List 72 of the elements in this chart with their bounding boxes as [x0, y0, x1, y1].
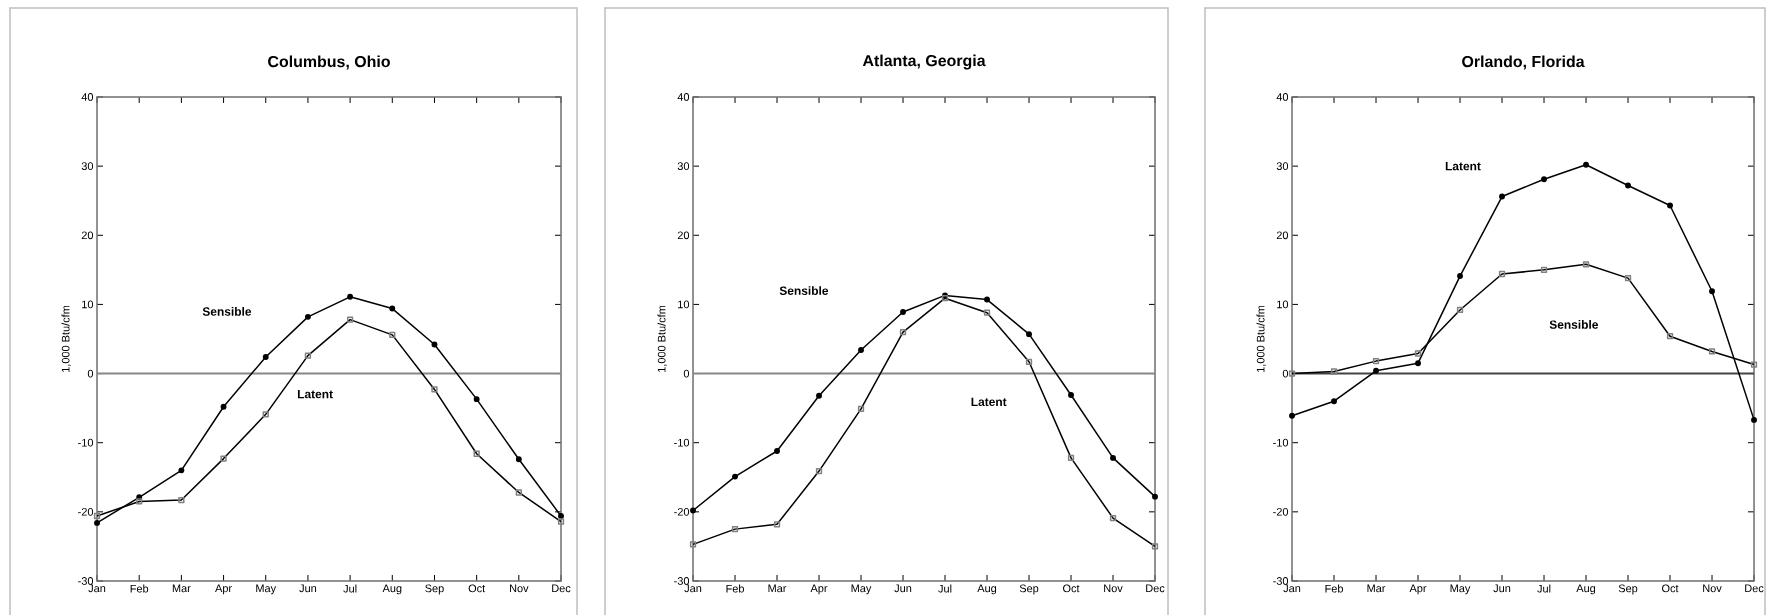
- x-tick-label: Mar: [172, 584, 191, 593]
- x-tick-label: Apr: [1409, 584, 1427, 595]
- x-tick-label: Jan: [1283, 584, 1301, 593]
- y-tick-label: 20: [81, 231, 94, 240]
- y-tick-label: 30: [1276, 162, 1289, 171]
- x-tick-label: Oct: [468, 584, 486, 593]
- x-tick-label: Aug: [1576, 584, 1596, 595]
- x-tick-label: Sep: [1618, 584, 1638, 595]
- x-tick-label: Mar: [768, 584, 787, 593]
- x-tick-label: Jun: [299, 584, 317, 593]
- x-tick-label: Feb: [726, 584, 744, 593]
- y-tick-label: 40: [1276, 93, 1289, 101]
- chart-title: Atlanta, Georgia: [862, 54, 986, 70]
- y-tick-label: -10: [78, 438, 94, 447]
- annotation: Latent: [971, 397, 1007, 407]
- x-tick-label: Jul: [1537, 584, 1551, 593]
- y-tick-label: -30: [674, 577, 690, 585]
- y-tick-label: 20: [677, 231, 690, 240]
- y-axis-title: 1,000 Btu/cfm: [1256, 305, 1266, 372]
- x-tick-label: Jul: [343, 584, 357, 593]
- x-tick-label: Jan: [684, 584, 702, 593]
- x-tick-label: Mar: [1367, 584, 1386, 593]
- y-tick-label: -20: [1273, 507, 1289, 516]
- x-tick-label: Feb: [1325, 584, 1343, 593]
- y-tick-label: 30: [677, 162, 690, 171]
- x-tick-label: Apr: [810, 584, 828, 595]
- y-tick-label: 10: [678, 300, 690, 309]
- y-axis-title: 1,000 Btu/cfm: [657, 305, 667, 372]
- x-tick-label: Dec: [552, 584, 571, 593]
- y-tick-label: 20: [1276, 231, 1289, 240]
- x-tick-label: Feb: [130, 584, 149, 593]
- y-tick-label: 0: [87, 369, 94, 378]
- x-tick-label: Jul: [938, 584, 952, 593]
- y-tick-label: 40: [81, 93, 94, 101]
- annotation: Sensible: [202, 307, 252, 316]
- y-tick-label: 0: [683, 369, 690, 378]
- x-tick-label: Dec: [1146, 584, 1165, 593]
- x-tick-label: Dec: [1745, 584, 1764, 593]
- y-tick-label: 10: [82, 300, 94, 309]
- annotation: Latent: [1445, 162, 1481, 171]
- x-tick-label: Jun: [1493, 584, 1511, 593]
- x-tick-label: Nov: [510, 584, 529, 593]
- x-tick-label: May: [1450, 584, 1471, 595]
- x-tick-label: Oct: [1662, 584, 1679, 593]
- x-tick-label: Aug: [382, 584, 402, 595]
- y-tick-label: 40: [677, 93, 690, 101]
- y-tick-label: -10: [674, 438, 690, 447]
- chart-title: Orlando, Florida: [1462, 55, 1585, 70]
- y-tick-label: 0: [1282, 369, 1289, 378]
- x-tick-label: May: [851, 584, 872, 595]
- x-tick-label: May: [256, 584, 277, 595]
- annotation: Sensible: [779, 286, 829, 295]
- y-tick-label: -30: [78, 577, 94, 585]
- y-axis-title: 1,000 Btu/cfm: [61, 305, 71, 372]
- x-tick-label: Jun: [894, 584, 912, 593]
- y-tick-label: 10: [1277, 300, 1289, 309]
- x-tick-label: Nov: [1104, 584, 1123, 593]
- x-tick-label: Aug: [977, 584, 997, 595]
- x-tick-label: Sep: [1019, 584, 1039, 595]
- y-tick-label: 30: [81, 162, 94, 171]
- x-tick-label: Oct: [1063, 584, 1080, 593]
- x-tick-label: Nov: [1703, 584, 1722, 593]
- chart-title: Columbus, Ohio: [268, 55, 390, 70]
- y-tick-label: -10: [1273, 438, 1289, 447]
- y-tick-label: -20: [674, 507, 690, 516]
- x-tick-label: Sep: [425, 584, 444, 595]
- x-tick-label: Apr: [215, 584, 232, 595]
- y-tick-label: -30: [1273, 577, 1289, 585]
- y-tick-label: -20: [78, 507, 94, 516]
- annotation: Sensible: [1549, 320, 1599, 329]
- x-tick-label: Jan: [88, 584, 106, 593]
- annotation: Latent: [297, 390, 333, 399]
